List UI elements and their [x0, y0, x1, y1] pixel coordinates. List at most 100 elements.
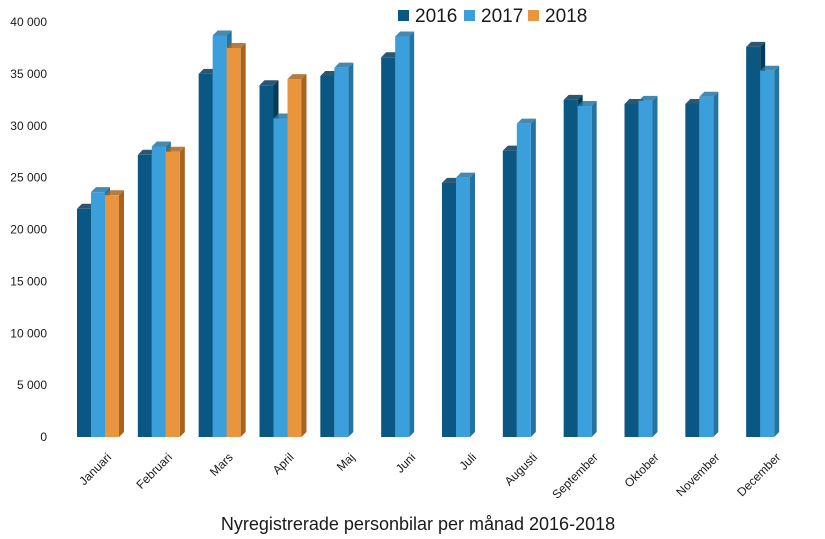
legend-swatch-2017	[464, 10, 475, 21]
bar-front	[746, 46, 761, 438]
bar-side	[774, 65, 780, 437]
bar-top	[563, 94, 583, 100]
x-tick-label: Januari	[76, 450, 114, 488]
bar-top	[91, 187, 110, 193]
x-tick-label: Juni	[393, 450, 418, 475]
bar-side	[240, 42, 246, 437]
y-tick-label: 20 000	[10, 223, 47, 237]
y-tick-label: 15 000	[10, 274, 47, 288]
bar-side	[530, 118, 536, 438]
bar-top	[638, 95, 658, 101]
bar-side	[470, 172, 475, 437]
bar-front	[699, 96, 714, 437]
bar-front	[502, 150, 517, 437]
bar-top	[212, 30, 232, 36]
x-tick-label: November	[673, 450, 722, 499]
x-tick-label: Mars	[207, 450, 236, 479]
bar-top	[165, 146, 185, 152]
y-tick-label: 40 000	[10, 15, 47, 29]
bar-front	[226, 47, 241, 437]
legend-swatch-2018	[528, 10, 539, 21]
legend-swatch-2016	[398, 10, 409, 21]
bar-front	[273, 118, 288, 438]
bar-front	[516, 123, 531, 438]
bar-2017-December	[760, 65, 780, 437]
bar-top	[105, 190, 124, 196]
bar-2018-April	[287, 74, 307, 437]
bar-front	[442, 182, 456, 437]
bar-front	[151, 146, 166, 437]
bar-front	[624, 103, 639, 438]
legend: 2016 2017 2018	[398, 6, 587, 27]
bar-top	[516, 118, 536, 124]
y-axis-ticks: 0 5 000 10 000 15 000 20 000 25 000 30 000 35 0…	[10, 15, 47, 444]
x-tick-label: April	[270, 450, 297, 477]
bar-front	[638, 100, 653, 437]
bar-side	[713, 91, 719, 437]
y-tick-label: 5 000	[17, 378, 47, 392]
bar-side	[652, 95, 658, 437]
bar-2017-Juni	[395, 31, 415, 438]
legend-label-2016: 2016	[415, 6, 457, 27]
x-tick-label: Juli	[456, 450, 479, 473]
bar-top	[760, 65, 780, 71]
bar-side	[348, 62, 354, 438]
y-tick-label: 30 000	[10, 119, 47, 133]
bar-front	[287, 79, 302, 437]
x-tick-label: Februari	[133, 450, 174, 491]
bar-top	[287, 74, 307, 80]
bar-2017-November	[699, 91, 719, 437]
x-axis-title: Nyregistrerade personbilar per månad 201…	[221, 514, 615, 534]
x-tick-label: Augusti	[502, 450, 540, 488]
bar-front	[456, 177, 470, 437]
bar-side	[179, 146, 185, 437]
x-tick-label: September	[549, 450, 600, 501]
legend-label-2018: 2018	[545, 6, 587, 27]
bar-top	[259, 80, 279, 86]
bar-2017-Maj	[334, 62, 354, 438]
bar-front	[259, 85, 274, 437]
bar-front	[760, 70, 775, 437]
bar-front	[381, 57, 396, 438]
bar-top	[334, 62, 354, 68]
x-tick-label: Oktober	[622, 450, 662, 490]
y-tick-label: 10 000	[10, 326, 47, 340]
legend-label-2017: 2017	[481, 6, 523, 27]
bar-front	[198, 73, 213, 437]
bar-front	[563, 99, 578, 437]
bar-top	[699, 91, 719, 97]
bar-side	[301, 74, 307, 437]
bar-front	[320, 75, 335, 437]
bar-front	[77, 208, 91, 437]
bar-top	[746, 41, 766, 47]
bar-top	[456, 172, 475, 178]
bar-2018-Mars	[226, 42, 246, 437]
bar-front	[577, 106, 592, 437]
bar-2018-Februari	[165, 146, 185, 437]
bar-front	[334, 67, 349, 438]
bar-2018-Januari	[105, 190, 124, 437]
bar-top	[226, 42, 246, 48]
y-tick-label: 35 000	[10, 67, 47, 81]
bar-side	[119, 190, 124, 437]
bar-front	[137, 154, 152, 438]
bar-top	[395, 31, 415, 37]
bar-2017-Augusti	[516, 118, 536, 438]
bar-front	[395, 36, 410, 438]
bar-front	[212, 35, 227, 438]
y-tick-label: 25 000	[10, 171, 47, 185]
x-axis-category-labels: Januari Februari Mars April Maj Juni Juli Augus…	[76, 450, 783, 501]
bars	[77, 30, 780, 438]
y-tick-label: 0	[40, 430, 47, 444]
x-tick-label: December	[734, 450, 783, 499]
x-tick-label: Maj	[334, 450, 358, 474]
bar-front	[91, 192, 105, 437]
bar-side	[409, 31, 415, 438]
bar-top	[151, 141, 171, 147]
bar-2017-Oktober	[638, 95, 658, 437]
bar-2017-September	[577, 101, 597, 437]
bar-front	[105, 195, 119, 437]
bar-top	[577, 101, 597, 107]
bar-front	[685, 103, 700, 438]
